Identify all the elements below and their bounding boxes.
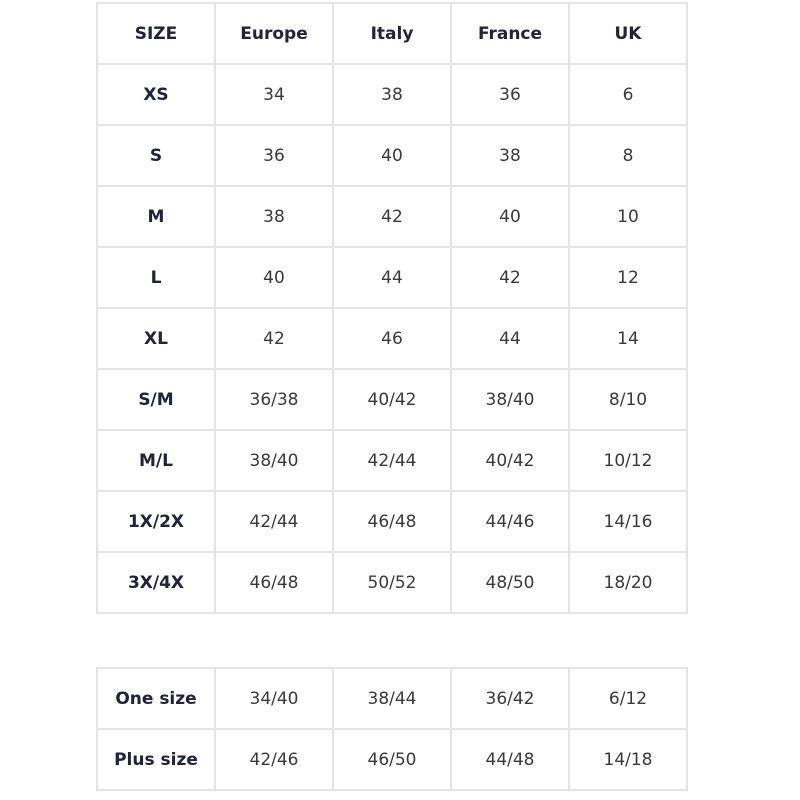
size-value-cell: 38 bbox=[450, 124, 570, 187]
table-row: L 40 44 42 12 bbox=[96, 246, 688, 309]
special-size-table: One size 34/40 38/44 36/42 6/12 Plus size 42/4… bbox=[96, 667, 688, 791]
size-value-cell: 40 bbox=[450, 185, 570, 248]
size-value-cell: 44/46 bbox=[450, 490, 570, 553]
size-value-cell: 12 bbox=[568, 246, 688, 309]
column-header: Europe bbox=[214, 2, 334, 65]
size-value-cell: 6 bbox=[568, 63, 688, 126]
size-value-cell: 42/46 bbox=[214, 728, 334, 791]
size-value-cell: 50/52 bbox=[332, 551, 452, 614]
size-value-cell: 38 bbox=[214, 185, 334, 248]
column-header: SIZE bbox=[96, 2, 216, 65]
size-value-cell: 34 bbox=[214, 63, 334, 126]
table-row: S/M 36/38 40/42 38/40 8/10 bbox=[96, 368, 688, 431]
size-value-cell: 46/48 bbox=[332, 490, 452, 553]
table-row: 3X/4X 46/48 50/52 48/50 18/20 bbox=[96, 551, 688, 614]
column-header: Italy bbox=[332, 2, 452, 65]
size-value-cell: 42/44 bbox=[214, 490, 334, 553]
size-value-cell: 10/12 bbox=[568, 429, 688, 492]
size-value-cell: 14 bbox=[568, 307, 688, 370]
size-value-cell: 14/18 bbox=[568, 728, 688, 791]
size-label-cell: Plus size bbox=[96, 728, 216, 791]
size-value-cell: 36/38 bbox=[214, 368, 334, 431]
size-value-cell: 44/48 bbox=[450, 728, 570, 791]
table-row: Plus size 42/46 46/50 44/48 14/18 bbox=[96, 728, 688, 791]
size-value-cell: 36 bbox=[450, 63, 570, 126]
size-value-cell: 10 bbox=[568, 185, 688, 248]
size-label-cell: M bbox=[96, 185, 216, 248]
size-value-cell: 42 bbox=[332, 185, 452, 248]
size-value-cell: 44 bbox=[332, 246, 452, 309]
size-chart-table: SIZE Europe Italy France UK XS 34 38 36 6 S 36 40 38 8… bbox=[96, 2, 688, 614]
size-value-cell: 42 bbox=[450, 246, 570, 309]
size-value-cell: 8 bbox=[568, 124, 688, 187]
size-label-cell: 3X/4X bbox=[96, 551, 216, 614]
size-value-cell: 40/42 bbox=[332, 368, 452, 431]
size-value-cell: 40 bbox=[332, 124, 452, 187]
size-value-cell: 38/40 bbox=[214, 429, 334, 492]
size-value-cell: 46 bbox=[332, 307, 452, 370]
size-value-cell: 38/44 bbox=[332, 667, 452, 730]
size-value-cell: 44 bbox=[450, 307, 570, 370]
size-label-cell: S/M bbox=[96, 368, 216, 431]
size-label-cell: 1X/2X bbox=[96, 490, 216, 553]
table-row: XL 42 46 44 14 bbox=[96, 307, 688, 370]
size-value-cell: 36 bbox=[214, 124, 334, 187]
column-header: France bbox=[450, 2, 570, 65]
size-value-cell: 18/20 bbox=[568, 551, 688, 614]
size-label-cell: One size bbox=[96, 667, 216, 730]
size-label-cell: M/L bbox=[96, 429, 216, 492]
size-value-cell: 42/44 bbox=[332, 429, 452, 492]
size-label-cell: S bbox=[96, 124, 216, 187]
size-value-cell: 40 bbox=[214, 246, 334, 309]
size-value-cell: 34/40 bbox=[214, 667, 334, 730]
table-row: XS 34 38 36 6 bbox=[96, 63, 688, 126]
size-value-cell: 8/10 bbox=[568, 368, 688, 431]
size-value-cell: 38 bbox=[332, 63, 452, 126]
table-row: M/L 38/40 42/44 40/42 10/12 bbox=[96, 429, 688, 492]
size-label-cell: L bbox=[96, 246, 216, 309]
size-value-cell: 46/50 bbox=[332, 728, 452, 791]
header-row: SIZE Europe Italy France UK bbox=[96, 2, 688, 65]
size-value-cell: 6/12 bbox=[568, 667, 688, 730]
table-row: M 38 42 40 10 bbox=[96, 185, 688, 248]
table-row: One size 34/40 38/44 36/42 6/12 bbox=[96, 667, 688, 730]
size-label-cell: XL bbox=[96, 307, 216, 370]
table-row: S 36 40 38 8 bbox=[96, 124, 688, 187]
table-row: 1X/2X 42/44 46/48 44/46 14/16 bbox=[96, 490, 688, 553]
size-value-cell: 42 bbox=[214, 307, 334, 370]
column-header: UK bbox=[568, 2, 688, 65]
size-value-cell: 48/50 bbox=[450, 551, 570, 614]
size-value-cell: 40/42 bbox=[450, 429, 570, 492]
size-value-cell: 14/16 bbox=[568, 490, 688, 553]
size-label-cell: XS bbox=[96, 63, 216, 126]
size-value-cell: 36/42 bbox=[450, 667, 570, 730]
size-value-cell: 38/40 bbox=[450, 368, 570, 431]
size-value-cell: 46/48 bbox=[214, 551, 334, 614]
